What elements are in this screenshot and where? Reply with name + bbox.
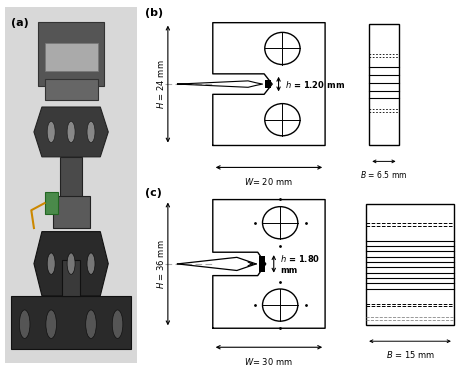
Bar	[369, 25, 399, 145]
Bar	[45, 192, 58, 214]
Bar	[45, 79, 98, 100]
Text: $h$ = 1.80
mm: $h$ = 1.80 mm	[280, 253, 320, 275]
Text: (b): (b)	[146, 8, 164, 18]
Circle shape	[87, 253, 95, 275]
Polygon shape	[34, 232, 108, 296]
Circle shape	[19, 310, 30, 338]
Text: $W$= 20 mm: $W$= 20 mm	[245, 176, 293, 187]
Bar	[62, 260, 81, 296]
Bar	[265, 80, 271, 88]
Bar	[38, 22, 104, 86]
Circle shape	[86, 310, 96, 338]
Text: (c): (c)	[146, 188, 162, 198]
Text: $B$ = 15 mm: $B$ = 15 mm	[385, 349, 435, 360]
Text: $h$ = 1.20 mm: $h$ = 1.20 mm	[285, 79, 345, 90]
Text: $W$= 30 mm: $W$= 30 mm	[245, 356, 293, 367]
Circle shape	[67, 121, 75, 143]
Polygon shape	[34, 107, 108, 157]
Circle shape	[112, 310, 123, 338]
Text: $H$ = 36 mm: $H$ = 36 mm	[155, 239, 166, 289]
Bar	[366, 204, 454, 325]
Circle shape	[67, 253, 75, 275]
Bar	[11, 296, 131, 349]
Circle shape	[87, 121, 95, 143]
Text: $B$ = 6.5 mm: $B$ = 6.5 mm	[360, 170, 408, 181]
Circle shape	[47, 253, 55, 275]
Circle shape	[46, 310, 56, 338]
Bar	[53, 196, 90, 228]
Bar	[45, 43, 98, 72]
Text: $H$ = 24 mm: $H$ = 24 mm	[155, 59, 166, 109]
Bar	[61, 157, 82, 203]
Bar	[258, 256, 265, 272]
Text: (a): (a)	[11, 18, 29, 28]
Circle shape	[47, 121, 55, 143]
